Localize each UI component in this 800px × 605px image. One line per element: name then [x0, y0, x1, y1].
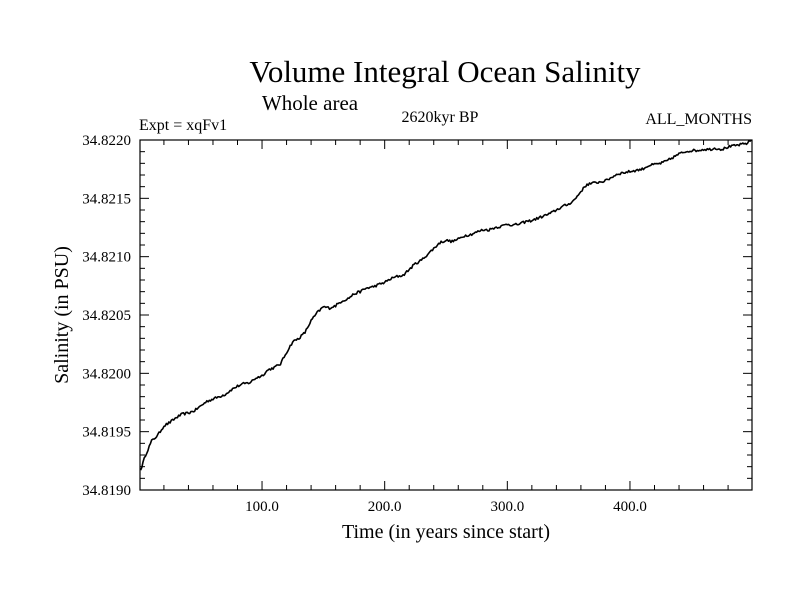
y-tick-label: 34.8215 — [82, 191, 131, 207]
y-tick-label: 34.8205 — [82, 308, 131, 324]
series-layer — [139, 139, 752, 471]
y-tick-label: 34.8220 — [82, 133, 131, 149]
months-label: ALL_MONTHS — [645, 111, 752, 128]
axes-layer: 34.8190 34.8195 34.8200 34.8205 34.8210 34.82… — [82, 133, 752, 515]
y-tick-label: 34.8210 — [82, 250, 131, 266]
series-line — [139, 139, 752, 471]
x-tick-label: 100.0 — [245, 499, 279, 515]
y-tick-label: 34.8200 — [82, 366, 131, 382]
y-axis-label: Salinity (in PSU) — [51, 246, 73, 384]
y-tick-label: 34.8195 — [82, 425, 131, 441]
chart-subtitle: Whole area — [262, 91, 359, 115]
x-tick-label: 200.0 — [368, 499, 402, 515]
x-tick-label: 400.0 — [613, 499, 647, 515]
time-period-label: 2620kyr BP — [402, 109, 479, 126]
x-tick-label: 300.0 — [490, 499, 524, 515]
chart-title: Volume Integral Ocean Salinity — [249, 54, 641, 89]
x-axis-label: Time (in years since start) — [342, 521, 550, 543]
experiment-label: Expt = xqFv1 — [139, 117, 227, 134]
plot-frame — [139, 139, 753, 491]
y-tick-label: 34.8190 — [82, 483, 131, 499]
